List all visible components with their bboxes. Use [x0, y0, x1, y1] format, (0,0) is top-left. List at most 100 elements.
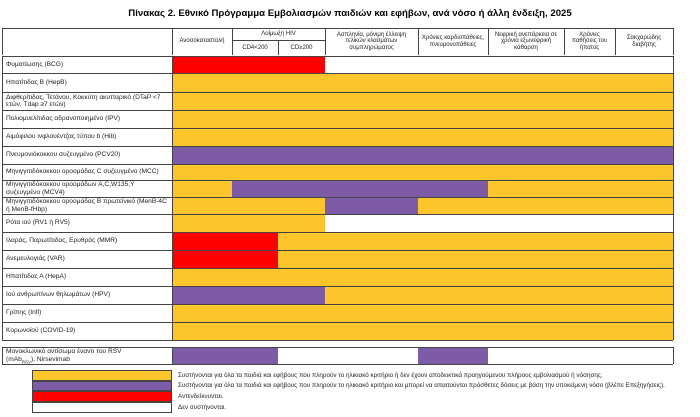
cell — [488, 268, 564, 286]
border — [673, 322, 674, 340]
border — [2, 164, 3, 180]
row-label: Μονοκλωνικό αντίσωμα έναντι του RSV (mAbR… — [6, 348, 170, 365]
border — [2, 250, 3, 268]
cell — [325, 347, 418, 364]
cell — [325, 232, 418, 250]
legend-text: Συστήνονται για όλα τα παιδιά και εφήβου… — [178, 371, 603, 379]
cell — [172, 128, 232, 146]
label-part: ), Nirsevimab — [31, 355, 70, 363]
border — [2, 347, 3, 364]
row-label: Μηνιγγιτιδόκοκκου οροομάδων A,C,W135,Y σ… — [6, 181, 135, 196]
column-header: Σακχαρώδης διαβήτης — [626, 35, 662, 48]
cell — [232, 56, 278, 73]
cell — [172, 347, 232, 364]
cell — [172, 73, 232, 92]
cell — [564, 304, 615, 322]
cell — [418, 250, 488, 268]
border — [2, 304, 673, 305]
cell — [325, 250, 418, 268]
cell — [418, 110, 488, 128]
border — [172, 268, 173, 286]
label-part: RSV — [21, 358, 32, 364]
border — [2, 92, 673, 93]
row-label: Φυματίωσης (BCG) — [6, 60, 64, 68]
cell — [488, 322, 564, 340]
cell — [418, 214, 488, 232]
cell — [172, 197, 232, 214]
cell — [278, 180, 325, 197]
cell — [278, 197, 325, 214]
cell — [564, 92, 615, 110]
row-label: Κορωνοϊού (COVID-19) — [6, 327, 76, 335]
cell — [615, 214, 673, 232]
cell — [278, 347, 325, 364]
cell — [564, 110, 615, 128]
cell — [615, 232, 673, 250]
cell — [172, 146, 232, 164]
border — [673, 347, 674, 364]
border — [673, 73, 674, 92]
legend-text: Συστήνονται για όλα τα παιδιά και εφήβου… — [178, 382, 665, 390]
cell — [278, 268, 325, 286]
row-label: Γρίπης (Infl) — [6, 309, 42, 317]
border — [172, 128, 173, 146]
row-label: Πολιομυελίτιδας αδρανοποιημένο (IPV) — [6, 115, 121, 123]
cell — [325, 110, 418, 128]
cell — [488, 73, 564, 92]
border — [673, 128, 674, 146]
border — [2, 322, 3, 340]
cell — [488, 128, 564, 146]
border — [673, 110, 674, 128]
border — [172, 73, 173, 92]
border — [232, 28, 233, 55]
border — [2, 180, 673, 181]
cell — [564, 250, 615, 268]
cell — [418, 180, 488, 197]
cell — [418, 73, 488, 92]
cell — [615, 146, 673, 164]
cell — [325, 92, 418, 110]
cell — [278, 232, 325, 250]
cell — [615, 286, 673, 304]
border — [2, 268, 673, 269]
cell — [325, 214, 418, 232]
cell — [278, 146, 325, 164]
cell — [615, 347, 673, 364]
cell — [325, 197, 418, 214]
cell — [232, 232, 278, 250]
border — [673, 92, 674, 110]
column-header: Ασπληνία, μόνιμη έλλειψη τελικών κλασμάτ… — [336, 31, 407, 51]
border — [2, 340, 673, 341]
border — [2, 304, 3, 322]
border — [488, 28, 489, 55]
cell — [232, 304, 278, 322]
cell — [615, 304, 673, 322]
cell — [488, 164, 564, 180]
row-label: Ρότα ιού (RV1 ή RV5) — [6, 219, 70, 227]
column-header: Ανοσοκαταστολή — [179, 38, 225, 45]
cell — [564, 268, 615, 286]
cell — [325, 146, 418, 164]
cell — [488, 214, 564, 232]
border — [2, 146, 673, 147]
cell — [172, 92, 232, 110]
cell — [615, 164, 673, 180]
cell — [615, 110, 673, 128]
border — [172, 180, 173, 197]
cell — [278, 92, 325, 110]
cell — [172, 56, 232, 73]
border — [172, 250, 173, 268]
border — [172, 214, 173, 232]
border — [2, 197, 673, 198]
cell — [418, 164, 488, 180]
cell — [278, 286, 325, 304]
cell — [615, 73, 673, 92]
cell — [325, 286, 418, 304]
row-label: Μηνιγγιτιδόκοκκου οροομάδας C συζευγμένο… — [6, 168, 159, 176]
border — [2, 128, 3, 146]
cell — [325, 268, 418, 286]
cell — [488, 286, 564, 304]
cell — [232, 347, 278, 364]
column-header: Χρόνιες καρδιοπάθειες, πνευμονοπάθειες — [421, 35, 485, 48]
cell — [615, 56, 673, 73]
